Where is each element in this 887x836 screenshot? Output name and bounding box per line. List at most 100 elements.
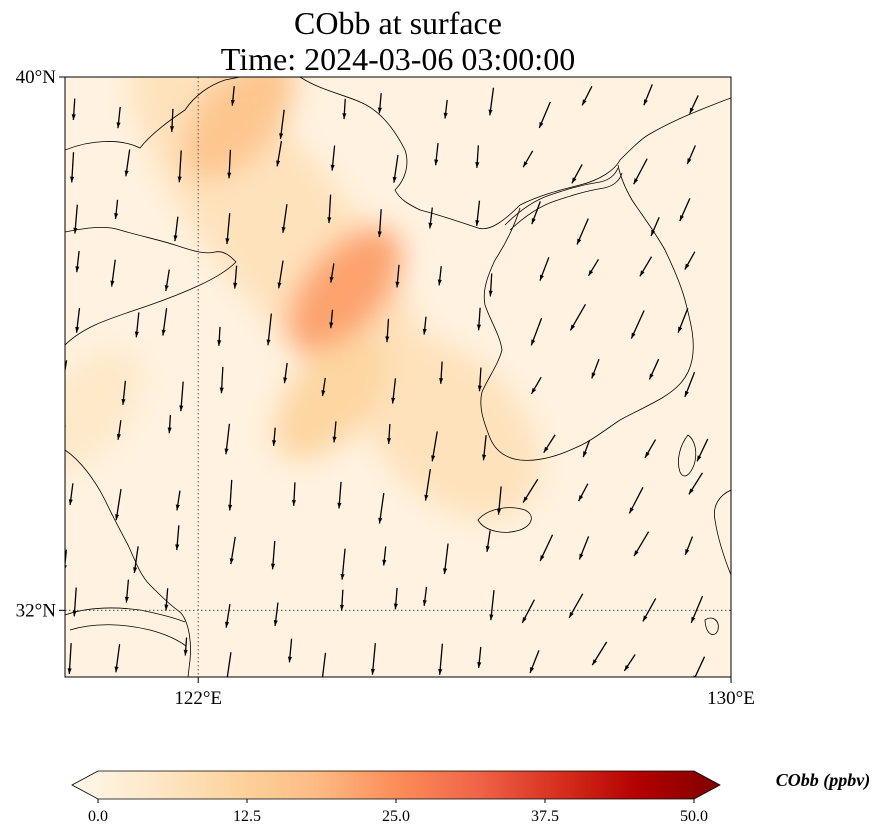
wind-arrow xyxy=(475,200,481,227)
wind-arrow xyxy=(169,108,175,132)
coastline-korea-west xyxy=(480,207,621,461)
wind-arrow xyxy=(633,531,650,557)
island-tsushima xyxy=(678,434,697,477)
x-tick-label: 130°E xyxy=(707,688,755,709)
wind-arrow xyxy=(340,548,346,580)
wind-arrow xyxy=(329,263,335,283)
wind-arrow xyxy=(71,98,76,120)
wind-arrow xyxy=(277,260,284,289)
wind-arrow xyxy=(65,425,66,431)
wind-arrow xyxy=(642,598,657,622)
wind-arrow xyxy=(377,209,382,238)
wind-arrow xyxy=(428,207,433,229)
wind-arrow xyxy=(628,486,644,514)
map-panel xyxy=(64,76,732,678)
wind-arrow xyxy=(437,266,442,286)
wind-arrow xyxy=(283,362,288,384)
wind-arrow xyxy=(684,251,696,270)
wind-arrow xyxy=(175,490,181,511)
wind-arrow xyxy=(385,318,390,343)
concentration-hotspot xyxy=(287,227,402,354)
wind-arrow xyxy=(591,641,608,666)
wind-arrow xyxy=(161,307,168,336)
wind-arrow xyxy=(569,304,587,331)
colorbar-tick-label: 37.5 xyxy=(531,808,559,825)
wind-arrow xyxy=(70,152,75,183)
wind-arrow xyxy=(339,589,344,611)
wind-arrow xyxy=(578,483,589,502)
wind-arrow xyxy=(164,588,169,611)
wind-arrow xyxy=(488,87,495,116)
wind-arrow xyxy=(110,259,116,287)
wind-arrow xyxy=(424,468,431,501)
wind-arrow xyxy=(229,536,236,565)
colorbar: 0.0 12.5 25.0 37.5 50.0 CObb (ppbv) xyxy=(71,770,870,825)
wind-arrow xyxy=(378,492,385,524)
concentration-hotspot xyxy=(181,77,296,180)
wind-arrow xyxy=(233,265,238,289)
wind-arrow xyxy=(270,541,276,570)
wind-arrow xyxy=(65,360,68,374)
wind-arrow xyxy=(485,530,491,552)
concentration-hotspot xyxy=(65,347,143,474)
wind-arrow xyxy=(571,164,583,184)
wind-arrow xyxy=(587,258,600,277)
wind-arrow xyxy=(167,414,172,434)
wind-arrow xyxy=(329,309,334,329)
wind-arrow xyxy=(688,472,703,495)
wind-arrow xyxy=(68,483,74,506)
wind-arrow xyxy=(630,310,645,339)
wind-arrow xyxy=(679,198,691,222)
wind-arrow xyxy=(539,534,554,562)
wind-arrow xyxy=(134,312,140,338)
wind-arrow xyxy=(529,650,540,674)
wind-arrow xyxy=(422,316,427,335)
wind-arrow xyxy=(321,652,327,677)
wind-arrow xyxy=(644,439,657,459)
colorbar-title: CObb (ppbv) xyxy=(776,770,870,791)
axis-ticks: 122°E 130°E 40°N 32°N xyxy=(16,67,755,709)
wind-arrow xyxy=(443,99,448,119)
wind-arrow xyxy=(477,646,482,669)
wind-arrow xyxy=(477,367,482,392)
wind-arrow xyxy=(67,643,72,675)
colorbar-body xyxy=(71,770,721,800)
wind-arrow xyxy=(684,372,696,398)
colorbar-tick-label: 0.0 xyxy=(88,808,108,825)
wind-arrow xyxy=(684,536,694,556)
wind-arrow xyxy=(422,586,428,606)
wind-arrow xyxy=(266,313,272,346)
wind-arrow xyxy=(522,478,539,503)
wind-arrow xyxy=(689,95,699,114)
wind-arrow xyxy=(321,377,326,397)
wind-arrow xyxy=(219,366,224,394)
wind-arrow xyxy=(179,381,184,412)
wind-arrow xyxy=(576,218,589,245)
wind-arrow xyxy=(530,376,542,395)
wind-arrow xyxy=(121,380,127,405)
plume-band xyxy=(355,334,541,520)
wind-arrow xyxy=(73,204,78,234)
colorbar-tick-label: 50.0 xyxy=(680,808,708,825)
wind-arrow xyxy=(287,638,293,663)
wind-arrow xyxy=(677,307,689,333)
map-frame xyxy=(64,76,732,678)
wind-arrow xyxy=(438,643,444,675)
wind-arrow xyxy=(696,438,709,462)
wind-arrow xyxy=(439,361,444,384)
concentration-hotspot xyxy=(274,334,389,460)
wind-arrow xyxy=(539,257,550,281)
wind-arrow xyxy=(224,423,231,455)
wind-arrow xyxy=(230,86,235,106)
wind-arrow xyxy=(392,155,399,183)
title-line-1: CObb at surface xyxy=(294,5,502,41)
wind-arrow xyxy=(531,201,541,225)
wind-arrow xyxy=(496,486,502,515)
colorbar-tick-label: 25.0 xyxy=(382,808,410,825)
wind-arrow xyxy=(582,439,591,458)
wind-arrow xyxy=(116,420,122,440)
y-tick-label: 32°N xyxy=(16,600,57,621)
wind-arrow xyxy=(330,145,336,171)
colorbar-ticks: 0.0 12.5 25.0 37.5 50.0 xyxy=(88,799,708,825)
